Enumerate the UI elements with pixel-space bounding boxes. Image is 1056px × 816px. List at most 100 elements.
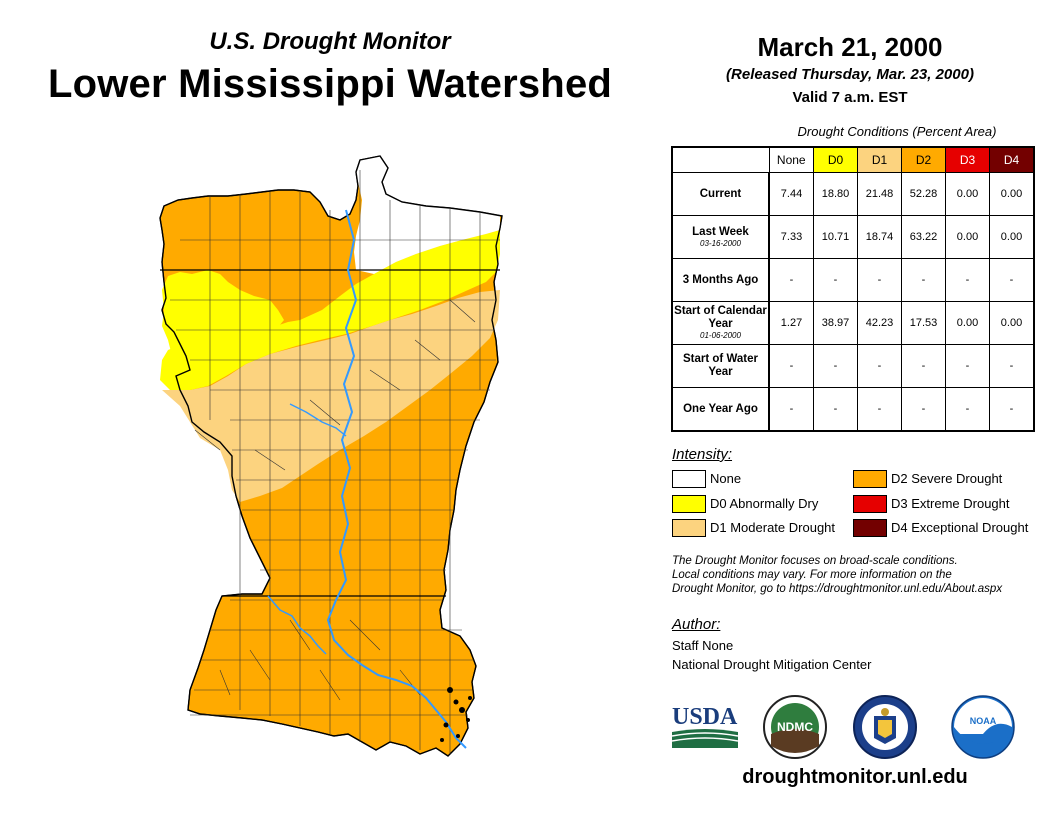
legend-label: D2 Severe Drought bbox=[891, 471, 1003, 486]
info-note: The Drought Monitor focuses on broad-sca… bbox=[672, 554, 1042, 596]
none-area bbox=[354, 156, 500, 274]
cell: 63.22 bbox=[901, 215, 946, 259]
river-branch-west bbox=[267, 595, 327, 655]
cell: 7.33 bbox=[768, 215, 814, 259]
cell: 18.74 bbox=[857, 215, 902, 259]
legend-swatch bbox=[853, 495, 887, 513]
map-subtitle: U.S. Drought Monitor bbox=[209, 28, 451, 55]
legend-swatch bbox=[853, 519, 887, 537]
map-date: March 21, 2000 bbox=[757, 32, 943, 62]
row-sublabel: 03-16-2000 bbox=[700, 238, 741, 248]
cell: - bbox=[945, 387, 990, 432]
table-row: 3 Months Ago - - - - - - bbox=[671, 258, 1035, 302]
note-line: The Drought Monitor focuses on broad-sca… bbox=[672, 555, 958, 567]
table-row: Start of Water Year - - - - - - bbox=[671, 344, 1035, 388]
cell: - bbox=[813, 258, 858, 302]
table-row: One Year Ago - - - - - - bbox=[671, 387, 1035, 432]
cell: - bbox=[945, 344, 990, 388]
valid-time: Valid 7 a.m. EST bbox=[792, 89, 908, 106]
note-line: Drought Monitor, go to https://droughtmo… bbox=[672, 583, 1003, 595]
cell: 17.53 bbox=[901, 301, 946, 345]
cell: - bbox=[857, 258, 902, 302]
cell: - bbox=[857, 387, 902, 432]
col-none: None bbox=[768, 146, 814, 173]
cell: - bbox=[813, 387, 858, 432]
cell: 7.44 bbox=[768, 172, 814, 216]
cell: - bbox=[813, 344, 858, 388]
cell: 18.80 bbox=[813, 172, 858, 216]
website-link[interactable]: droughtmonitor.unl.edu bbox=[742, 766, 968, 788]
river-branch-north bbox=[289, 403, 347, 437]
row-label: Start of Calendar Year 01-06-2000 bbox=[671, 301, 770, 345]
cell: 0.00 bbox=[945, 301, 990, 345]
cell: - bbox=[989, 344, 1035, 388]
map-title: Lower Mississippi Watershed bbox=[47, 62, 613, 106]
legend-swatch bbox=[672, 495, 706, 513]
row-sublabel: 01-06-2000 bbox=[700, 331, 741, 340]
cell: - bbox=[857, 344, 902, 388]
legend-swatch bbox=[853, 470, 887, 488]
cell: 0.00 bbox=[989, 215, 1035, 259]
cell: 21.48 bbox=[857, 172, 902, 216]
author-org: National Drought Mitigation Center bbox=[672, 657, 872, 672]
usda-logo: USDA bbox=[671, 704, 739, 748]
cell: - bbox=[945, 258, 990, 302]
col-d2: D2 bbox=[901, 146, 946, 173]
legend-label: None bbox=[710, 471, 742, 486]
table-row: Current 7.44 18.80 21.48 52.28 0.00 0.00 bbox=[671, 172, 1035, 216]
col-d3: D3 bbox=[945, 146, 990, 173]
cell: 1.27 bbox=[768, 301, 814, 345]
row-label: One Year Ago bbox=[671, 387, 770, 432]
ndmc-logo: NDMC bbox=[763, 695, 827, 759]
cell: - bbox=[768, 344, 814, 388]
cell: - bbox=[768, 258, 814, 302]
col-d4: D4 bbox=[989, 146, 1035, 173]
legend-title: Intensity: bbox=[672, 446, 733, 463]
row-label: Current bbox=[671, 172, 770, 216]
legend-label: D4 Exceptional Drought bbox=[891, 520, 1029, 535]
legend-label: D0 Abnormally Dry bbox=[710, 496, 819, 511]
row-label: Last Week 03-16-2000 bbox=[671, 215, 770, 259]
cell: - bbox=[768, 387, 814, 432]
coast-marsh bbox=[440, 687, 472, 742]
doc-seal-logo bbox=[853, 695, 917, 759]
cell: - bbox=[901, 387, 946, 432]
cell: 0.00 bbox=[945, 172, 990, 216]
county-lines bbox=[160, 170, 500, 754]
d1-area bbox=[162, 290, 500, 502]
cell: 10.71 bbox=[813, 215, 858, 259]
author-title: Author: bbox=[672, 616, 721, 633]
cell: - bbox=[901, 258, 946, 302]
cell: - bbox=[901, 344, 946, 388]
noaa-text: NOAA bbox=[970, 716, 997, 726]
d0-area-west bbox=[162, 270, 284, 372]
cell: 0.00 bbox=[989, 301, 1035, 345]
release-note: (Released Thursday, Mar. 23, 2000) bbox=[726, 66, 974, 83]
table-row: Last Week 03-16-2000 7.33 10.71 18.74 63.… bbox=[671, 215, 1035, 259]
cell: - bbox=[989, 258, 1035, 302]
usda-text: USDA bbox=[672, 704, 738, 730]
legend-swatch bbox=[672, 519, 706, 537]
table-row: Start of Calendar Year 01-06-2000 1.27 38… bbox=[671, 301, 1035, 345]
cell: 52.28 bbox=[901, 172, 946, 216]
noaa-logo: NOAA bbox=[951, 695, 1015, 759]
author-name: Staff None bbox=[672, 638, 734, 653]
watershed-map bbox=[159, 155, 503, 757]
drought-stats-table: None D0 D1 D2 D3 D4 Current 7.44 18.80 2… bbox=[671, 146, 1035, 432]
cell: 38.97 bbox=[813, 301, 858, 345]
mississippi-river bbox=[326, 209, 467, 749]
cell: 42.23 bbox=[857, 301, 902, 345]
ndmc-text: NDMC bbox=[777, 720, 813, 734]
legend-label: D3 Extreme Drought bbox=[891, 496, 1010, 511]
note-line: Local conditions may vary. For more info… bbox=[672, 569, 952, 581]
cell: - bbox=[989, 387, 1035, 432]
table-caption: Drought Conditions (Percent Area) bbox=[797, 124, 997, 139]
cell: 0.00 bbox=[945, 215, 990, 259]
col-d0: D0 bbox=[813, 146, 858, 173]
row-label: 3 Months Ago bbox=[671, 258, 770, 302]
col-d1: D1 bbox=[857, 146, 902, 173]
legend-label: D1 Moderate Drought bbox=[710, 520, 836, 535]
cell: 0.00 bbox=[989, 172, 1035, 216]
row-label: Start of Water Year bbox=[671, 344, 770, 388]
table-corner bbox=[672, 147, 769, 173]
